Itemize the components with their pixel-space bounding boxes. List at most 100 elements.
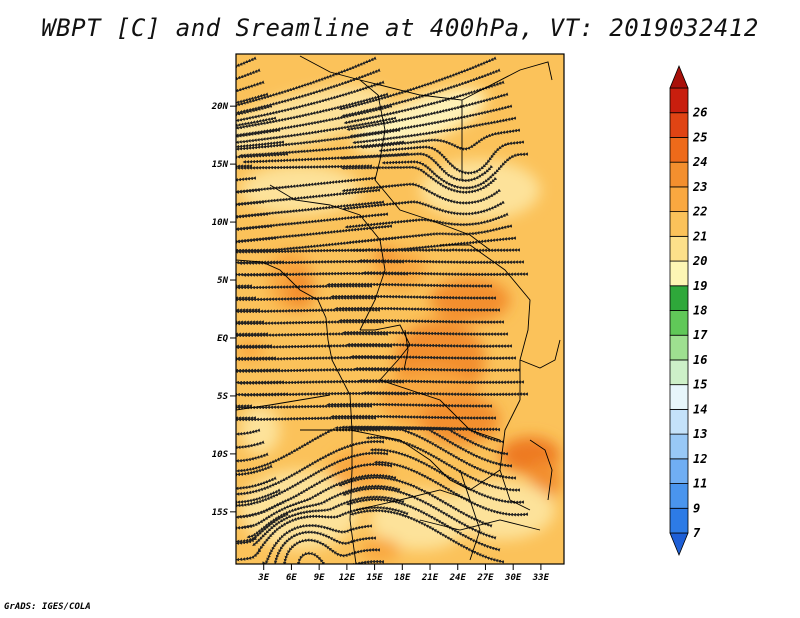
shading-patch [236, 340, 264, 360]
border-line [403, 329, 409, 371]
border-line [359, 79, 463, 180]
colorbar-swatch [669, 112, 689, 138]
colorbar-swatch [669, 408, 689, 435]
longitude-axis: 3E 6E 9E 12E 15E 18E 21E 24E 27E 30E 33E [257, 564, 550, 583]
colorbar-swatch [669, 310, 689, 336]
colorbar-high-triangle [669, 64, 689, 89]
colorbar-low-triangle [669, 532, 689, 557]
streamline [236, 549, 262, 562]
shading-patch [445, 480, 555, 540]
chart-title: WBPT [C] and Sreamline at 400hPa, VT: 20… [41, 14, 759, 42]
streamline [342, 200, 505, 216]
border-line [299, 55, 386, 181]
lon-tick-label: 33E [532, 573, 550, 583]
border-line [379, 379, 501, 441]
lat-tick-label: 15N [212, 160, 229, 170]
colorbar-label: 23 [692, 180, 707, 194]
colorbar-label: 24 [692, 155, 707, 169]
colorbar-swatch [669, 186, 689, 213]
colorbar-swatch [669, 458, 689, 484]
lon-tick-label: 18E [394, 573, 411, 583]
colorbar-swatch [669, 285, 689, 311]
streamline [330, 414, 496, 420]
border-line [519, 339, 561, 369]
streamline [330, 294, 496, 300]
lat-tick-label: 10S [212, 450, 229, 460]
colorbar: 7 9 11 12 13 14 15 16 17 18 19 20 21 22 23 24 25 26 [669, 64, 708, 557]
colorbar-label: 13 [693, 427, 707, 441]
lon-tick-label: 9E [314, 573, 325, 583]
streamline [342, 330, 508, 336]
border-line [459, 469, 481, 561]
streamline [258, 561, 266, 564]
lon-tick-label: 6E [286, 573, 297, 583]
lat-tick-label: 15S [212, 508, 229, 518]
lat-tick-label: 10N [212, 218, 229, 228]
border-line [236, 259, 329, 341]
streamline [358, 378, 524, 385]
colorbar-swatch [669, 87, 689, 114]
streamline [338, 318, 504, 324]
colorbar-swatch [669, 433, 689, 460]
lon-tick-label: 24E [449, 573, 467, 583]
grads-credit: GrADS: IGES/COLA [4, 602, 91, 612]
colorbar-label: 26 [692, 106, 707, 120]
lat-tick-label: EQ [217, 334, 228, 344]
streamline [362, 391, 529, 397]
colorbar-swatch [669, 507, 689, 534]
lon-tick-label: 12E [339, 573, 356, 583]
streamline [358, 258, 524, 265]
colorbar-swatch [669, 359, 689, 386]
lon-tick-label: 30E [504, 573, 522, 583]
streamline [350, 508, 505, 564]
lat-tick-label: 5N [217, 276, 228, 286]
streamline [326, 402, 492, 408]
colorbar-label: 22 [692, 205, 707, 219]
border-line [269, 184, 386, 331]
streamline [236, 524, 253, 530]
colorbar-label: 15 [693, 378, 707, 392]
latitude-axis: 20N 15N 10N 5N EQ 5S 10S 15S [211, 102, 236, 518]
border-line [374, 179, 491, 251]
border-line [360, 324, 411, 381]
lat-tick-label: 20N [211, 102, 229, 112]
border-line [355, 489, 471, 511]
colorbar-swatch [669, 483, 689, 509]
lon-tick-label: 15E [366, 573, 383, 583]
colorbar-label: 21 [692, 229, 707, 243]
country-borders [236, 55, 561, 564]
border-line [349, 429, 501, 491]
map-frame [235, 53, 565, 565]
colorbar-label: 20 [692, 254, 707, 268]
border-line [529, 439, 553, 501]
colorbar-swatch [669, 137, 689, 163]
colorbar-label: 14 [693, 402, 707, 416]
border-line [236, 394, 331, 411]
shading-patch [430, 278, 510, 322]
map-plot-area [236, 54, 564, 564]
colorbar-label: 9 [693, 501, 700, 515]
streamline [350, 354, 516, 360]
colorbar-label: 16 [693, 353, 707, 367]
lat-tick-label: 5S [217, 392, 228, 402]
colorbar-swatch [669, 161, 689, 188]
streamline [236, 536, 258, 545]
colorbar-label: 18 [693, 304, 707, 318]
lon-tick-label: 27E [476, 573, 494, 583]
colorbar-swatch [669, 235, 689, 262]
colorbar-label: 17 [693, 328, 708, 342]
border-line [461, 61, 553, 101]
border-line [419, 519, 541, 531]
colorbar-label: 7 [693, 526, 701, 540]
lon-tick-label: 3E [257, 573, 269, 583]
colorbar-swatch [669, 211, 689, 237]
colorbar-label: 25 [692, 130, 707, 144]
streamline [346, 342, 512, 348]
lon-tick-label: 21E [421, 573, 439, 583]
colorbar-label: 12 [693, 452, 707, 466]
colorbar-swatch [669, 260, 689, 287]
colorbar-swatch [669, 384, 689, 410]
streamline [354, 366, 520, 373]
colorbar-label: 19 [693, 279, 707, 293]
